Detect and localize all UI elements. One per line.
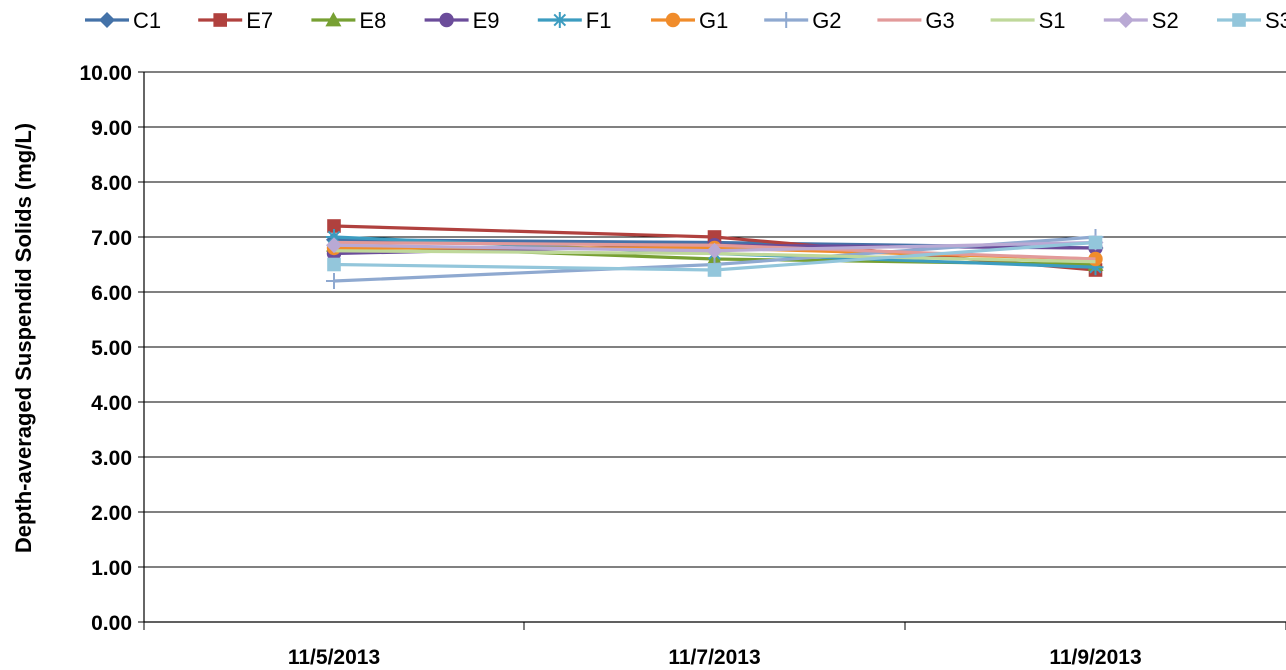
data-point — [327, 219, 341, 233]
legend-label: S2 — [1152, 8, 1179, 33]
data-point — [1087, 259, 1104, 276]
legend-label: E7 — [246, 8, 273, 33]
legend-item: G3 — [877, 8, 955, 33]
y-tick-label: 0.00 — [91, 612, 132, 635]
legend-label: G3 — [925, 8, 954, 33]
y-tick-label: 6.00 — [91, 282, 132, 305]
legend-marker — [99, 12, 115, 28]
legend-item: S3 — [1217, 8, 1286, 33]
legend-item: E9 — [424, 8, 500, 33]
data-point — [706, 242, 723, 259]
x-tick-label: 11/9/2013 — [1049, 646, 1141, 669]
legend-label: E8 — [359, 8, 386, 33]
data-point — [326, 229, 342, 245]
legend-label: F1 — [586, 8, 612, 33]
legend-item: E8 — [311, 8, 386, 33]
legend-item: G2 — [764, 8, 842, 33]
y-tick-label: 2.00 — [91, 502, 132, 525]
legend-marker — [778, 12, 795, 28]
legend-item: F1 — [537, 8, 612, 33]
legend-label: G1 — [699, 8, 728, 33]
legend-marker — [439, 12, 454, 28]
x-tick-label: 11/7/2013 — [668, 646, 760, 669]
x-tick-label: 11/5/2013 — [288, 646, 380, 669]
data-point — [707, 263, 722, 277]
legend-marker — [551, 12, 568, 28]
legend-item: S2 — [1103, 8, 1179, 33]
y-tick-label: 1.00 — [91, 557, 132, 580]
series-s3 — [327, 235, 1103, 277]
y-tick-label: 10.00 — [79, 62, 132, 85]
data-point — [326, 237, 342, 254]
series-layer — [326, 219, 1104, 289]
legend-item: E7 — [198, 8, 273, 33]
data-point — [326, 273, 342, 289]
y-tick-label: 7.00 — [91, 227, 132, 250]
y-tick-label: 4.00 — [91, 392, 132, 415]
y-tick-label: 8.00 — [91, 172, 132, 195]
y-tick-label: 5.00 — [91, 337, 132, 360]
legend-label: S3 — [1265, 8, 1286, 33]
legend-marker — [665, 12, 681, 28]
y-axis-ticks: 0.00 1.00 2.00 3.00 4.00 5.00 6.00 7.00 8.00 9.00… — [79, 62, 144, 635]
legend-item: G1 — [651, 8, 728, 33]
legend-marker — [1117, 12, 1134, 28]
legend-item: S1 — [990, 8, 1066, 33]
data-point — [1088, 235, 1103, 250]
y-axis-title: Depth-averaged Suspendid Solids (mg/L) — [11, 123, 36, 553]
data-point — [327, 257, 341, 272]
legend: C1 E7 E8 E9 F1 G1 G2 G3 S1 S2 S3 — [85, 8, 1286, 33]
legend-label: C1 — [133, 8, 161, 33]
legend-label: G2 — [812, 8, 841, 33]
legend-item: C1 — [85, 8, 161, 33]
legend-marker — [325, 12, 342, 27]
y-tick-label: 3.00 — [91, 447, 132, 470]
legend-marker — [213, 13, 227, 27]
legend-marker — [1232, 13, 1246, 27]
legend-label: E9 — [473, 8, 500, 33]
y-tick-label: 9.00 — [91, 117, 132, 140]
gridlines — [144, 71, 1286, 568]
x-axis-ticks: 11/5/2013 11/7/2013 11/9/2013 — [143, 622, 1286, 669]
series-s2 — [326, 234, 1104, 259]
legend-label: S1 — [1039, 8, 1066, 33]
